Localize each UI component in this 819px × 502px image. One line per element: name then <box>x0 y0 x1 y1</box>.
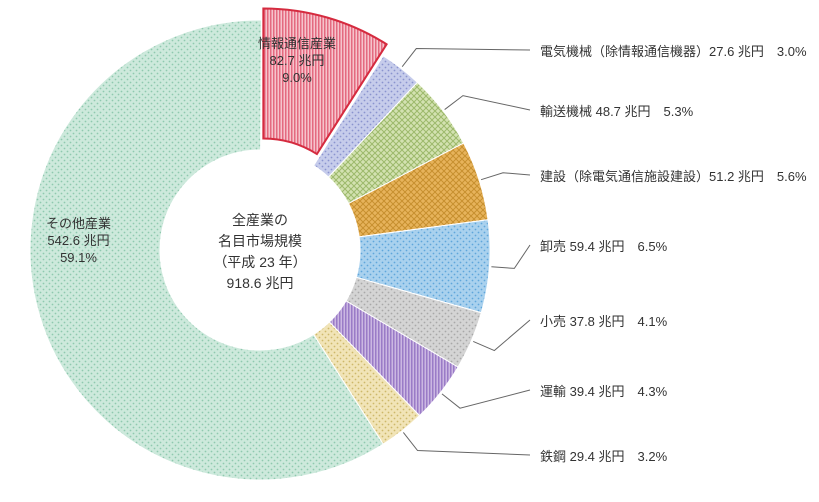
donut-svg <box>0 0 819 502</box>
slices <box>30 8 490 480</box>
leader-steel <box>403 432 530 455</box>
leader-construction <box>481 173 530 180</box>
leader-label-wholesale: 卸売 59.4 兆円 6.5% <box>540 236 667 255</box>
leader-transport_machinery <box>445 96 530 110</box>
leader-label-construction: 建設（除電気通信施設建設）51.2 兆円 5.6% <box>540 166 807 185</box>
leader-label-transport_machinery: 輸送機械 48.7 兆円 5.3% <box>540 101 693 120</box>
leader-elec_machinery <box>402 49 530 67</box>
donut-chart: 全産業の名目市場規模（平成 23 年）918.6 兆円 その他産業542.6 兆… <box>0 0 819 502</box>
leader-label-elec_machinery: 電気機械（除情報通信機器）27.6 兆円 3.0% <box>540 41 807 60</box>
leader-label-steel: 鉄鋼 29.4 兆円 3.2% <box>540 446 667 465</box>
leader-label-transport: 運輸 39.4 兆円 4.3% <box>540 381 667 400</box>
leader-retail <box>473 320 530 351</box>
leader-wholesale <box>491 245 530 268</box>
leader-label-retail: 小売 37.8 兆円 4.1% <box>540 311 667 330</box>
leader-transport <box>442 390 530 408</box>
